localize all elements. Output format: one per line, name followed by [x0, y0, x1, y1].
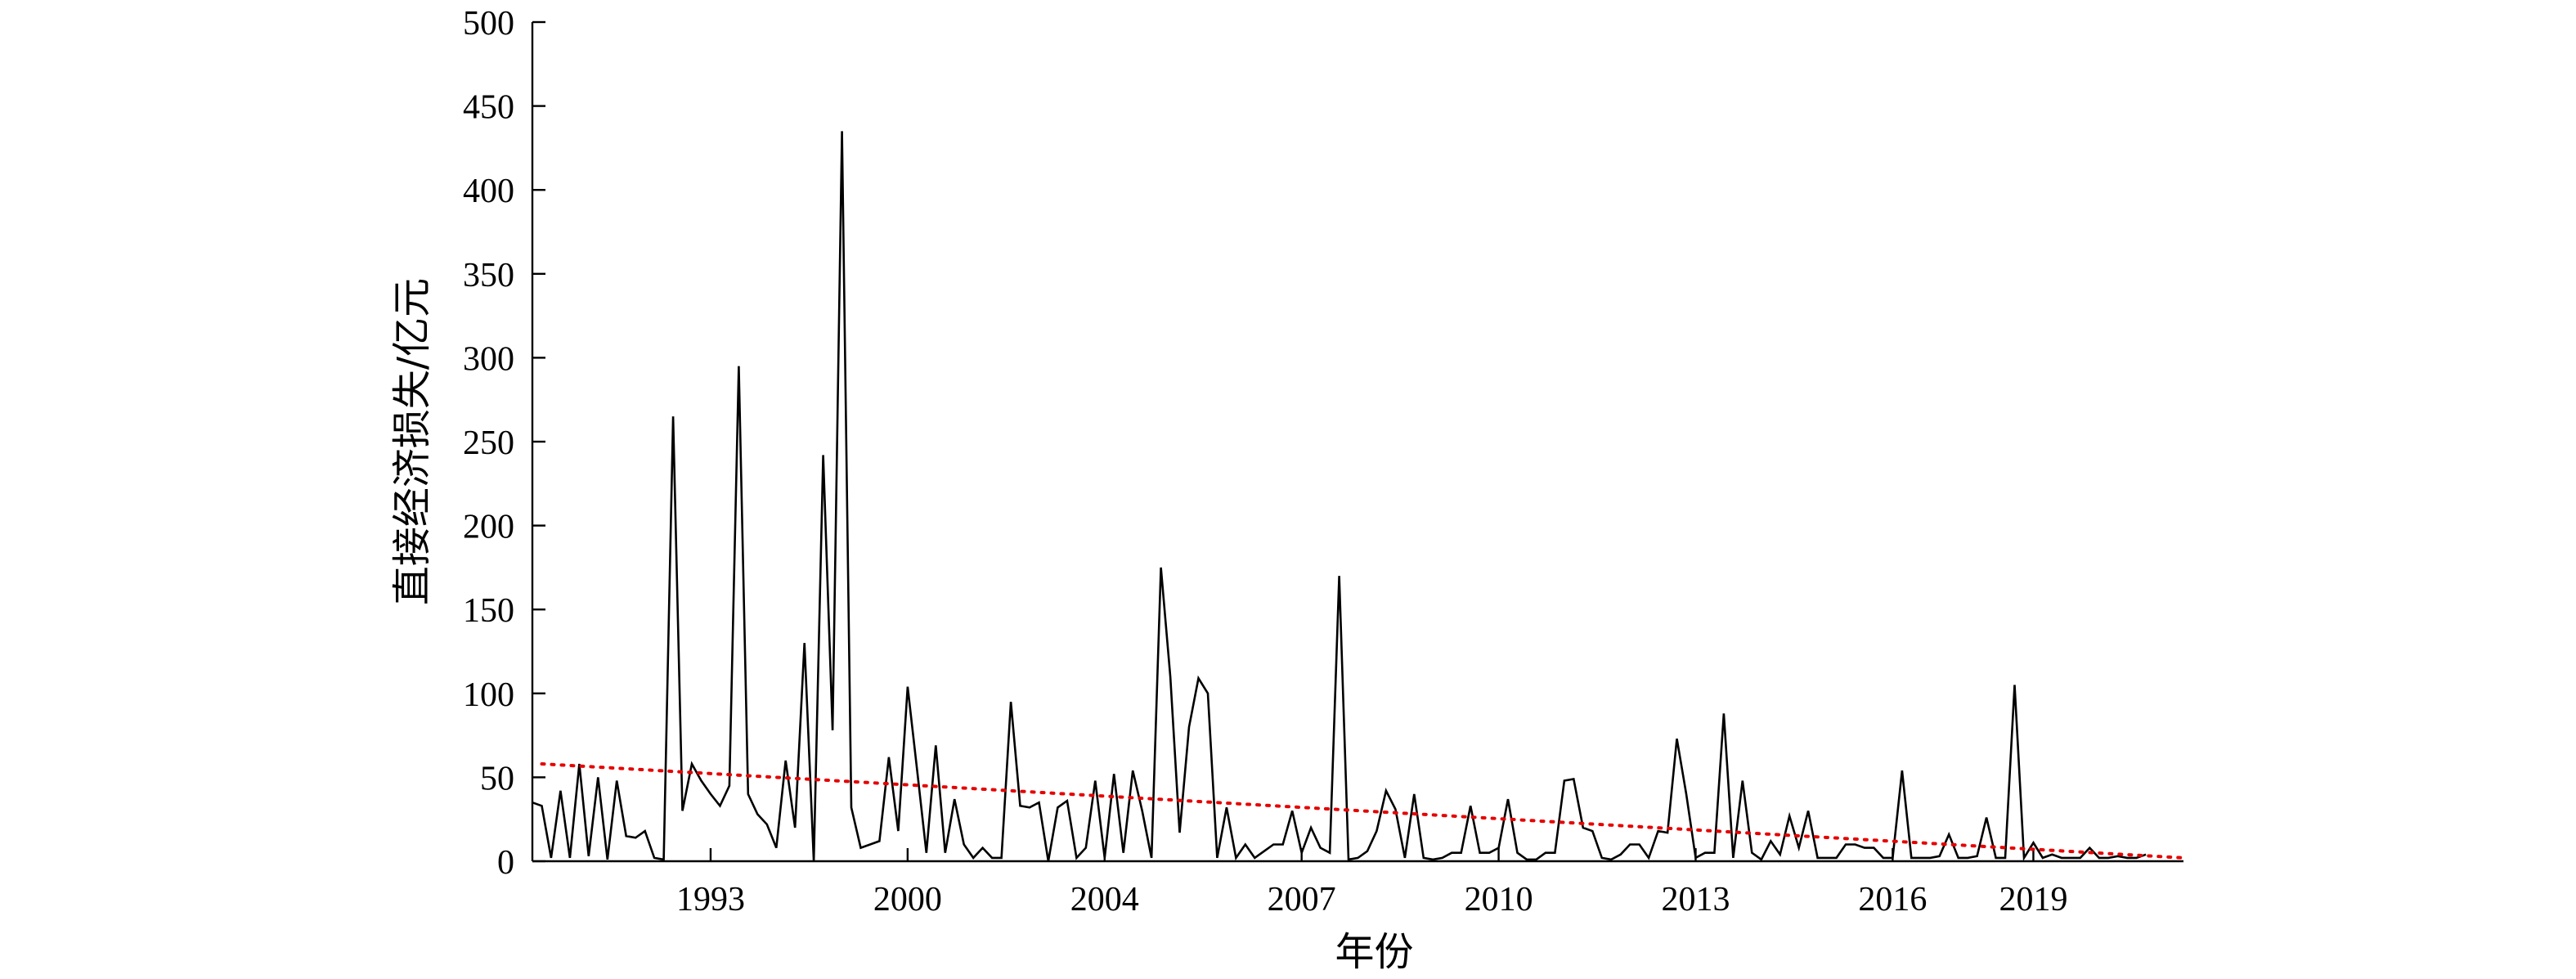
x-tick-label: 2016: [1858, 881, 1927, 918]
y-ticks: 0 50 100 150 200 250 300 350 400 450 500: [463, 5, 545, 882]
trend-line: [540, 762, 2185, 860]
x-tick-label: 2000: [873, 881, 942, 918]
loss-series-line: [532, 131, 2147, 862]
y-tick-label: 0: [497, 844, 514, 882]
y-tick-label: 350: [463, 257, 514, 294]
y-tick-label: 500: [463, 5, 514, 43]
x-axis-title: 年份: [1335, 929, 1413, 975]
y-tick-label: 400: [463, 173, 514, 210]
y-tick-label: 300: [463, 340, 514, 378]
x-tick-label: 2004: [1070, 881, 1139, 918]
chart-axes: [531, 22, 2183, 863]
x-tick-label: 2007: [1268, 881, 1336, 918]
y-tick-label: 200: [463, 509, 514, 546]
y-tick-label: 450: [463, 89, 514, 127]
y-tick-label: 150: [463, 592, 514, 630]
x-tick-label: 2019: [1999, 881, 2067, 918]
y-tick-label: 50: [480, 760, 514, 797]
y-axis-title: 直接经济损失/亿元: [389, 278, 435, 605]
y-tick-label: 100: [463, 676, 514, 714]
y-tick-label: 250: [463, 424, 514, 462]
x-tick-label: 2013: [1661, 881, 1730, 918]
x-tick-label: 1993: [676, 881, 745, 918]
x-tick-label: 2010: [1465, 881, 1533, 918]
x-ticks: 1993 2000 2004 2007 2010 2013 2016 2019: [676, 848, 2067, 918]
series-group: [532, 131, 2185, 862]
